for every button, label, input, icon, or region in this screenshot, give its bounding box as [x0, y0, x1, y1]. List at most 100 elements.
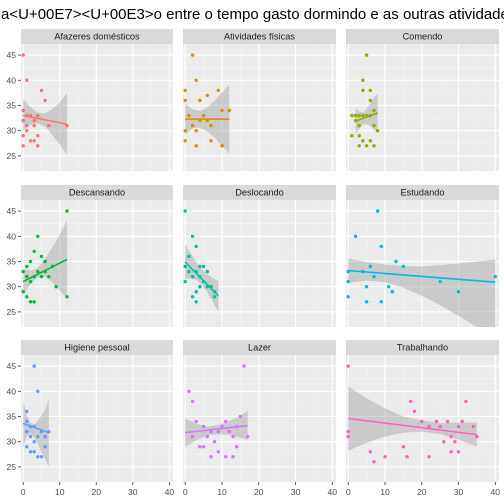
data-point: [427, 424, 431, 429]
data-point: [25, 129, 29, 133]
y-tick-label: 25: [6, 462, 16, 472]
panel-background: [346, 355, 499, 482]
data-point: [445, 419, 450, 424]
data-point: [357, 123, 361, 128]
data-point: [190, 274, 195, 279]
data-point: [201, 113, 206, 118]
facet-strip: [21, 29, 173, 44]
data-point: [372, 108, 376, 113]
data-point: [183, 129, 187, 133]
facet-label: Lazer: [248, 343, 271, 353]
data-point: [475, 434, 479, 439]
data-point: [190, 399, 195, 404]
data-point: [401, 445, 406, 449]
data-point: [238, 414, 243, 419]
data-point: [36, 144, 40, 148]
data-point: [209, 123, 213, 128]
data-point: [364, 285, 369, 289]
panel-background: [183, 355, 336, 482]
data-point: [190, 123, 195, 128]
confidence-band: [23, 398, 49, 467]
facet-label: Deslocando: [235, 188, 284, 198]
data-point: [368, 139, 372, 143]
data-point: [21, 269, 25, 274]
regression-line: [22, 422, 50, 434]
x-tick-label: 10: [217, 487, 227, 497]
data-point: [187, 389, 191, 393]
data-point: [32, 139, 36, 143]
y-tick-label: 40: [6, 386, 16, 396]
facet-panel: Higiene pessoal 25 30 35 40 45 0 10 20 30 40: [6, 340, 174, 497]
facet-panel: Afazeres domésticos 25 30 35 40 45: [6, 29, 173, 171]
data-point: [471, 424, 475, 429]
data-point: [21, 144, 25, 148]
data-point: [453, 440, 457, 444]
data-point: [39, 274, 44, 279]
data-point: [449, 434, 453, 439]
facet-label: Afazeres domésticos: [54, 32, 140, 42]
data-point: [187, 113, 191, 118]
data-point: [434, 419, 439, 424]
data-point: [36, 113, 40, 118]
data-point: [224, 419, 228, 424]
y-tick-label: 30: [6, 282, 16, 292]
data-point: [43, 98, 47, 103]
data-point: [227, 108, 231, 113]
facet-label: Comendo: [403, 32, 443, 42]
data-point: [183, 88, 187, 93]
data-point: [205, 269, 209, 274]
data-point: [387, 285, 391, 289]
data-point: [379, 244, 383, 249]
data-point: [375, 209, 380, 213]
facet-label: Atividades físicas: [224, 32, 295, 42]
data-point: [409, 399, 413, 404]
x-tick-label: 10: [55, 487, 65, 497]
data-point: [28, 279, 33, 284]
panel-content: [21, 53, 69, 155]
data-point: [183, 98, 187, 103]
regression-line: [348, 269, 496, 283]
y-tick-label: 30: [6, 437, 16, 447]
data-point: [205, 434, 209, 439]
facet-strip: [183, 185, 336, 200]
x-tick-label: 40: [491, 487, 501, 497]
x-tick-label: 40: [165, 487, 175, 497]
y-tick-label: 40: [6, 75, 16, 85]
data-point: [194, 129, 198, 133]
data-point: [357, 134, 361, 138]
data-point: [372, 123, 376, 128]
data-point: [216, 429, 220, 434]
data-point: [28, 450, 33, 454]
data-point: [21, 134, 25, 138]
confidence-band: [348, 258, 496, 327]
data-point: [25, 419, 29, 424]
facet-grid: Afazeres domésticos 25 30 35 40 45 Atividades …: [6, 29, 500, 497]
panel-background: [183, 200, 336, 327]
data-point: [198, 445, 202, 449]
data-point: [25, 429, 29, 434]
data-point: [361, 139, 365, 143]
data-point: [25, 295, 29, 299]
data-point: [420, 419, 424, 424]
y-tick-label: 40: [6, 231, 16, 241]
data-point: [32, 364, 36, 368]
data-point: [209, 455, 213, 459]
regression-line: [22, 258, 68, 283]
x-tick-label: 0: [21, 487, 26, 497]
data-point: [25, 445, 29, 449]
data-point: [32, 300, 36, 304]
y-tick-label: 45: [6, 361, 16, 371]
data-point: [32, 450, 36, 454]
x-tick-label: 30: [454, 487, 464, 497]
data-point: [364, 144, 369, 148]
data-point: [372, 144, 376, 148]
data-point: [47, 274, 51, 279]
data-point: [390, 290, 394, 294]
x-tick-label: 10: [380, 487, 390, 497]
data-point: [198, 264, 202, 269]
panel-background: [346, 200, 499, 327]
data-point: [201, 424, 206, 429]
data-point: [198, 285, 202, 289]
y-tick-label: 45: [6, 50, 16, 60]
x-tick-label: 30: [128, 487, 138, 497]
